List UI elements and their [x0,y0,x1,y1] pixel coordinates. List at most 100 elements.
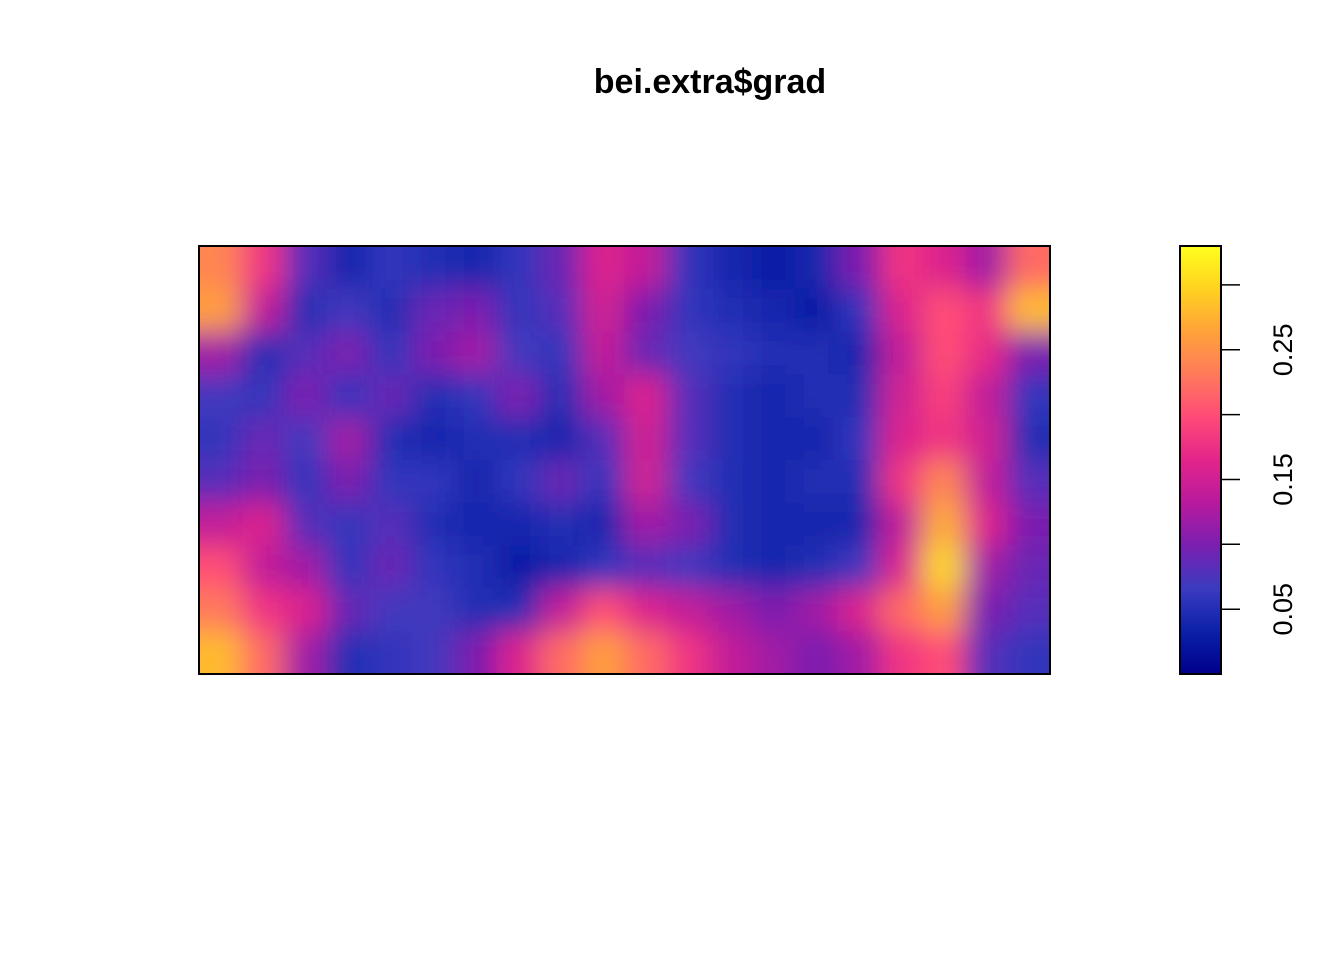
heatmap-cell [284,460,328,504]
heatmap-cell [794,331,839,376]
heatmap-cell [454,545,498,590]
heatmap-cell [496,246,541,290]
heatmap-cell [964,374,1009,419]
heatmap-cell [837,374,881,419]
heatmap-cell [879,417,924,461]
heatmap-cell [326,460,371,504]
heatmap-cell [369,288,413,333]
heatmap-cell [879,246,924,290]
heatmap-cell [752,502,796,547]
heatmap-cell [496,545,541,590]
heatmap-cell [539,502,583,547]
heatmap-cell [284,331,328,376]
heatmap-cell [794,502,839,547]
heatmap-cell [411,417,456,461]
heatmap-cell [1007,545,1050,590]
heatmap-cell [794,545,839,590]
heatmap-cell [624,631,668,674]
heatmap-cell [496,502,541,547]
heatmap-cell [752,288,796,333]
heatmap-cell [667,502,711,547]
heatmap-cell [794,588,839,633]
heatmap-cell [837,502,881,547]
heatmap-cell [411,588,456,633]
heatmap-cell [284,502,328,547]
heatmap-cell [879,502,924,547]
heatmap-cell [454,588,498,633]
heatmap-cell [1007,331,1050,376]
heatmap-cell [539,288,583,333]
heatmap-cell [752,246,796,290]
heatmap-cell [496,588,541,633]
heatmap-cell [326,502,371,547]
heatmap-cell [496,331,541,376]
heatmap-cell [667,288,711,333]
heatmap-cell [284,288,328,333]
heatmap-cell [667,331,711,376]
heatmap-cell [199,588,243,633]
heatmap-cell [752,417,796,461]
heatmap-cell [199,631,243,674]
heatmap-cell [624,417,668,461]
heatmap-raster [199,246,1050,674]
heatmap-cell [964,545,1009,590]
heatmap-cell [709,631,754,674]
heatmap-cell [667,588,711,633]
colorbar-frame [1179,245,1222,675]
heatmap-cell [922,502,966,547]
heatmap-cell [539,545,583,590]
heatmap-cell [837,246,881,290]
heatmap-cell [964,588,1009,633]
heatmap-cell [837,460,881,504]
heatmap-cell [284,588,328,633]
heatmap-cell [539,331,583,376]
heatmap-cell [369,502,413,547]
heatmap-cell [964,502,1009,547]
heatmap-cell [539,588,583,633]
heatmap-cell [326,417,371,461]
heatmap-cell [241,460,286,504]
heatmap-cell [369,417,413,461]
heatmap-cell [454,374,498,419]
heatmap-cell [454,460,498,504]
heatmap-cell [922,374,966,419]
heatmap-cell [964,460,1009,504]
heatmap-cell [369,588,413,633]
heatmap-cell [582,288,626,333]
heatmap-cell [582,545,626,590]
heatmap-cell [539,246,583,290]
heatmap-cell [709,588,754,633]
heatmap-cell [624,288,668,333]
heatmap-frame [198,245,1051,675]
heatmap-cell [794,460,839,504]
heatmap-cell [624,588,668,633]
heatmap-cell [922,588,966,633]
heatmap-cell [964,631,1009,674]
heatmap-cell [922,545,966,590]
colorbar-tick-label: 0.25 [1268,324,1298,377]
heatmap-cell [326,374,371,419]
heatmap-cell [879,545,924,590]
heatmap-cell [241,417,286,461]
heatmap-cell [709,331,754,376]
heatmap-cell [582,588,626,633]
heatmap-cell [964,288,1009,333]
colorbar-tick-label: 0.15 [1268,453,1298,506]
heatmap-cell [369,331,413,376]
heatmap-cell [624,331,668,376]
heatmap-cell [411,631,456,674]
heatmap-cell [879,331,924,376]
heatmap-cell [667,417,711,461]
heatmap-cell [922,460,966,504]
heatmap-cell [752,331,796,376]
heatmap-cell [199,246,243,290]
heatmap-cell [411,502,456,547]
heatmap-cell [326,331,371,376]
heatmap-cell [879,460,924,504]
heatmap-cell [454,631,498,674]
heatmap-cell [369,460,413,504]
heatmap-cell [496,631,541,674]
heatmap-cell [582,246,626,290]
heatmap-cell [496,374,541,419]
heatmap-cell [582,460,626,504]
